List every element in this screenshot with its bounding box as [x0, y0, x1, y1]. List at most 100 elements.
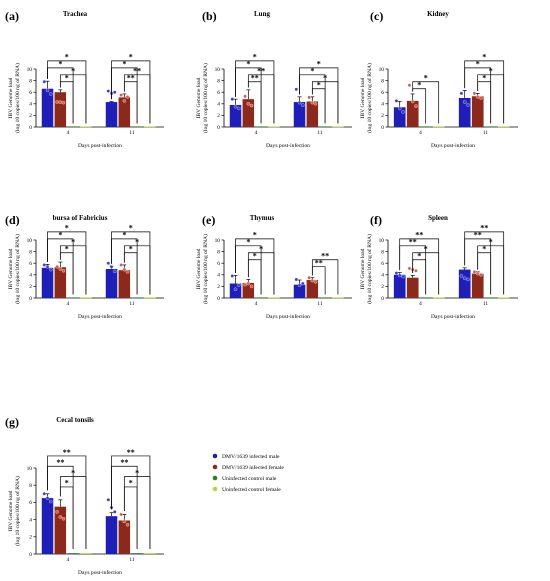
y-label-line: IBV Genome load [196, 77, 202, 118]
y-label-line: IBV Genome load [360, 248, 366, 289]
data-point [479, 96, 483, 100]
x-tick-label: 11 [483, 301, 488, 307]
significance-label: * [122, 231, 126, 240]
data-point [58, 515, 63, 519]
panel-letter: (e) [202, 213, 215, 227]
y-tick-label: 4 [217, 273, 220, 279]
significance-label: ** [127, 74, 135, 83]
bar [393, 274, 406, 298]
y-tick-label: 0 [381, 125, 384, 131]
data-point [122, 519, 127, 524]
data-point [394, 99, 399, 103]
significance-label: * [482, 74, 486, 83]
y-tick-label: 4 [29, 517, 32, 523]
bar [393, 107, 406, 127]
y-tick-label: 10 [379, 238, 385, 244]
significance-bracket [412, 81, 440, 124]
data-point [459, 274, 464, 278]
y-tick-label: 8 [29, 483, 32, 489]
data-point [243, 282, 247, 287]
bar [54, 92, 67, 127]
significance-label: * [71, 468, 75, 477]
bar [306, 101, 319, 127]
y-tick-label: 8 [29, 249, 32, 255]
x-tick-label: 4 [67, 130, 70, 136]
bar [319, 126, 331, 128]
y-tick-label: 6 [381, 90, 384, 96]
data-point [61, 268, 66, 273]
y-tick-label: 0 [381, 296, 384, 302]
bar [268, 297, 280, 299]
data-point [249, 284, 254, 289]
panel-title: Thymus [250, 214, 275, 222]
bar [255, 126, 267, 128]
y-tick-label: 4 [217, 102, 220, 108]
bar [484, 126, 497, 128]
significance-label: * [259, 245, 263, 254]
y-label-line: IBV Genome load [196, 248, 202, 289]
significance-label: * [253, 252, 257, 261]
y-axis-label: IBV Genome load (log 10 copies/100 ng of … [8, 234, 21, 304]
y-label-line: IBV Genome load [8, 77, 14, 118]
significance-label: ** [415, 231, 423, 240]
significance-label: * [65, 53, 69, 62]
data-point [45, 264, 50, 269]
y-tick-label: 6 [381, 261, 384, 267]
data-point [112, 90, 117, 94]
y-label-line: (log 10 copies/100 ng of RNA) [14, 476, 21, 546]
significance-label: * [489, 67, 493, 76]
significance-label: * [253, 231, 257, 240]
bar [80, 126, 92, 128]
data-point [313, 102, 318, 106]
bar [332, 297, 344, 299]
panel-e: (e) Thymus 0 2 4 6 8 10 IBV Genome load (log 10 c… [196, 213, 352, 320]
y-tick-label: 2 [381, 113, 384, 119]
panel-c: (c) Kidney 0 2 4 6 8 10 IBV Genome load (log 10 c… [360, 9, 518, 149]
bar [471, 96, 484, 127]
bar [332, 126, 344, 128]
data-point [42, 263, 47, 267]
significance-label: ** [56, 458, 64, 467]
data-point [230, 97, 235, 101]
significance-label: * [317, 81, 321, 90]
y-tick-label: 2 [29, 284, 32, 290]
x-tick-label: 4 [67, 301, 70, 307]
data-point [462, 276, 467, 281]
significance-label: ** [474, 231, 482, 240]
bar [67, 126, 79, 128]
panel-d: (d) bursa of Fabricius 0 2 4 6 8 10 IBV Genome l… [5, 213, 164, 320]
y-tick-label: 4 [29, 273, 32, 279]
panel-title: Spleen [428, 214, 448, 222]
panel-title: Trachea [63, 10, 88, 18]
data-point [48, 267, 53, 272]
panel-title: Kidney [427, 10, 449, 18]
panel-letter: (b) [202, 9, 217, 23]
panel-g: (g) Cecal tonsils 0 2 4 6 8 10 IBV Genome load (l… [5, 415, 164, 576]
y-axis-label: IBV Genome load (log 10 copies/100 ng of … [8, 476, 21, 546]
x-tick-label: 11 [317, 130, 322, 136]
legend-marker [212, 464, 218, 470]
legend-entry: Uninfected control female [222, 486, 281, 493]
y-tick-label: 10 [215, 67, 221, 73]
bar [242, 99, 255, 127]
y-tick-label: 2 [381, 284, 384, 290]
data-point [294, 277, 299, 282]
bar [497, 126, 510, 128]
data-point [313, 280, 318, 284]
bar [406, 277, 419, 298]
x-axis-label: Days post-infection [266, 142, 310, 149]
x-tick-label: 11 [129, 130, 134, 136]
bar [268, 126, 280, 128]
significance-label: * [417, 81, 421, 90]
significance-label: * [65, 245, 69, 254]
data-point [472, 91, 477, 96]
data-point [45, 496, 50, 500]
bar [54, 506, 67, 554]
significance-bracket [247, 259, 262, 295]
y-tick-label: 0 [29, 552, 32, 558]
significance-label: ** [63, 448, 71, 457]
legend-entry: DMV/1639 infected female [222, 464, 284, 471]
significance-label: * [65, 74, 69, 83]
y-tick-label: 4 [29, 102, 32, 108]
data-point [61, 100, 66, 105]
